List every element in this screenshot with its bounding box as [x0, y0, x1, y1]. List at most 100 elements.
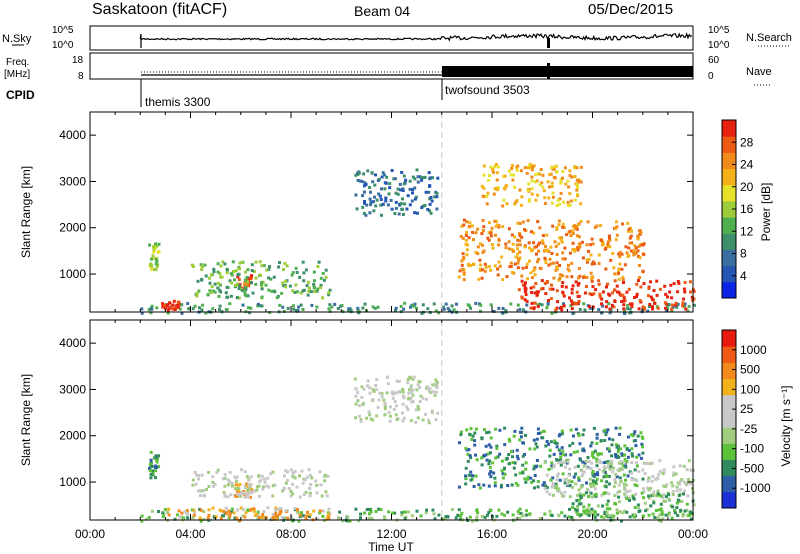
- data-cell: [277, 265, 281, 269]
- data-cell: [532, 438, 536, 442]
- data-cell: [563, 481, 567, 485]
- data-cell: [313, 290, 317, 294]
- data-cell: [616, 450, 620, 454]
- data-cell: [480, 437, 484, 441]
- data-cell: [600, 302, 604, 306]
- data-cell: [461, 252, 465, 256]
- data-cell: [276, 508, 280, 511]
- data-cell: [603, 466, 607, 470]
- data-cell: [511, 164, 514, 167]
- data-cell: [216, 286, 220, 290]
- data-cell: [396, 187, 400, 191]
- data-cell: [626, 455, 630, 459]
- data-cell: [636, 249, 640, 253]
- data-cell: [474, 427, 478, 431]
- data-cell: [366, 384, 369, 388]
- data-cell: [400, 411, 404, 415]
- data-cell: [675, 501, 679, 505]
- data-cell: [575, 188, 579, 192]
- data-cell: [416, 180, 420, 184]
- data-cell: [513, 429, 517, 433]
- data-cell: [393, 400, 397, 404]
- data-cell: [617, 290, 621, 294]
- data-cell: [389, 199, 393, 202]
- data-cell: [155, 264, 159, 268]
- data-cell: [261, 513, 265, 516]
- data-cell: [550, 514, 554, 517]
- data-cell: [289, 468, 293, 472]
- data-cell: [560, 511, 564, 515]
- data-cell: [171, 303, 175, 307]
- data-cell: [540, 279, 544, 283]
- data-cell: [581, 448, 585, 452]
- data-cell: [249, 277, 253, 281]
- data-cell: [521, 454, 525, 458]
- data-cell: [469, 456, 473, 460]
- data-cell: [356, 391, 360, 395]
- data-cell: [237, 278, 241, 281]
- data-cell: [498, 452, 502, 456]
- data-cell: [656, 306, 660, 310]
- data-cell: [423, 203, 427, 207]
- data-cell: [536, 303, 540, 307]
- data-cell: [501, 476, 505, 480]
- data-cell: [248, 311, 252, 315]
- data-cell: [249, 508, 252, 512]
- data-cell: [496, 186, 500, 189]
- data-cell: [238, 267, 242, 271]
- data-cell: [207, 471, 211, 474]
- data-cell: [445, 515, 449, 518]
- data-cell: [467, 262, 470, 266]
- data-cell: [482, 173, 486, 177]
- data-cell: [623, 309, 626, 313]
- data-cell: [608, 467, 612, 471]
- data-cell: [578, 498, 581, 502]
- data-cell: [545, 233, 549, 237]
- data-cell: [376, 305, 380, 309]
- data-cell: [614, 426, 618, 430]
- data-cell: [409, 305, 412, 309]
- data-cell: [315, 491, 319, 495]
- data-cell: [683, 480, 686, 484]
- data-cell: [410, 400, 413, 404]
- data-cell: [290, 273, 294, 277]
- data-cell: [267, 485, 271, 489]
- data-cell: [149, 267, 153, 271]
- data-cell: [353, 377, 357, 381]
- data-cell: [591, 285, 595, 289]
- data-cell: [426, 385, 430, 389]
- data-cell: [607, 302, 611, 306]
- data-cell: [676, 498, 680, 502]
- data-cell: [561, 290, 565, 294]
- data-cell: [272, 517, 276, 521]
- data-cell: [599, 224, 602, 227]
- data-cell: [578, 493, 582, 497]
- data-cell: [585, 509, 589, 513]
- data-cell: [157, 510, 160, 513]
- data-cell: [592, 475, 596, 478]
- data-cell: [549, 297, 553, 301]
- data-cell: [368, 508, 372, 512]
- data-cell: [622, 296, 626, 300]
- data-cell: [592, 292, 596, 296]
- data-cell: [244, 285, 248, 289]
- data-cell: [458, 269, 462, 273]
- data-cell: [519, 169, 523, 173]
- data-cell: [175, 303, 179, 307]
- data-cell: [267, 276, 271, 280]
- data-cell: [623, 458, 627, 461]
- data-cell: [629, 249, 633, 253]
- data-cell: [286, 516, 290, 520]
- data-cell: [219, 516, 223, 520]
- data-cell: [406, 377, 410, 381]
- data-cell: [577, 299, 581, 303]
- data-cell: [501, 472, 505, 476]
- data-cell: [424, 190, 428, 194]
- data-cell: [532, 479, 536, 483]
- data-cell: [641, 307, 645, 311]
- velocity-ylabel: Slant Range [km]: [19, 374, 33, 466]
- data-cell: [228, 514, 232, 518]
- data-cell: [582, 302, 586, 306]
- data-cell: [234, 487, 238, 490]
- data-cell: [585, 276, 589, 279]
